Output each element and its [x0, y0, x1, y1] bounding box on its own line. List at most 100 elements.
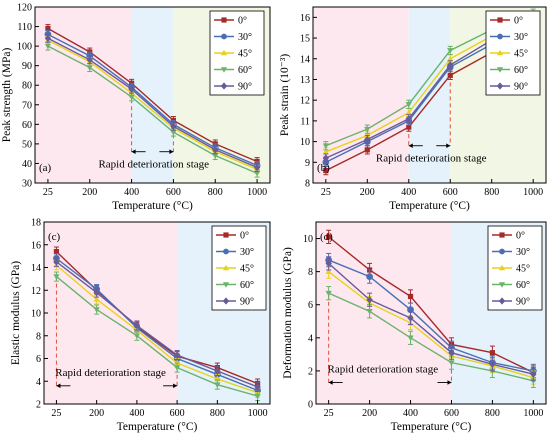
legend-marker [496, 49, 504, 56]
stage-band [316, 222, 452, 404]
x-axis-label: Temperature (°C) [391, 421, 472, 433]
y-axis-label: Deformation modulus (GPa) [282, 247, 294, 379]
y-tick-label: 8 [308, 267, 313, 278]
series-line [328, 259, 534, 372]
legend-marker [222, 264, 230, 271]
stage-annotation: Rapid deterioration stage [376, 153, 487, 165]
data-point [447, 55, 454, 62]
x-tick-label: 1000 [247, 187, 267, 198]
legend-label: 30° [516, 247, 530, 258]
y-tick-label: 14 [300, 54, 310, 65]
legend-marker [497, 33, 503, 40]
data-point [364, 147, 370, 153]
legend-label: 60° [516, 280, 530, 291]
legend-label: 60° [238, 65, 252, 76]
series-line [47, 33, 258, 167]
data-point [212, 153, 219, 159]
data-point [93, 288, 100, 297]
y-tick-label: 6 [308, 300, 313, 311]
legend-label: 0° [516, 231, 525, 242]
legend-marker [223, 232, 229, 238]
data-point [364, 135, 371, 144]
data-point [53, 274, 60, 280]
chart-panel-1: Rapid deterioration stage 25 200 400 600 800 1… [1, 3, 271, 212]
data-point [489, 360, 496, 368]
y-tick-label: 120 [17, 3, 32, 14]
stage-arrow-head [447, 380, 452, 385]
x-tick-label: 25 [43, 187, 53, 198]
chart-panel-4: Rapid deterioration stage 25 200 400 600 800 1… [282, 221, 547, 433]
legend-label: 0° [240, 231, 249, 242]
data-point [253, 163, 261, 171]
y-tick-label: 15 [300, 34, 310, 45]
y-tick-label: 0 [308, 400, 313, 411]
legend-marker [223, 248, 229, 255]
legend-label: 60° [240, 280, 254, 291]
legend-marker [499, 248, 505, 255]
data-point [407, 293, 414, 300]
legend: 0° 30° 45° 60° 90° [211, 225, 267, 311]
data-point [448, 360, 455, 366]
data-point [133, 321, 141, 330]
legend-marker [496, 67, 504, 73]
data-point [128, 85, 135, 93]
x-tick-label: 200 [89, 408, 104, 419]
y-tick-label: 30 [22, 179, 32, 190]
panel-label: (d) [320, 231, 333, 243]
legend-marker [221, 17, 227, 23]
data-point [447, 48, 454, 54]
legend-label: 45° [514, 49, 528, 60]
data-point [45, 25, 51, 32]
data-point [214, 382, 221, 388]
data-point [53, 248, 60, 255]
series-line [47, 27, 258, 163]
x-tick-label: 400 [401, 187, 416, 198]
x-axis-label: Temperature (°C) [117, 421, 198, 433]
series-line [55, 264, 258, 394]
legend-marker [498, 282, 506, 288]
data-point [407, 314, 414, 322]
legend-label: 45° [516, 264, 530, 275]
x-tick-label: 1000 [523, 187, 543, 198]
data-point [170, 122, 177, 130]
legend-marker [220, 82, 228, 90]
legend-marker [222, 282, 230, 288]
x-tick-label: 600 [444, 408, 459, 419]
legend-label: 90° [238, 82, 252, 93]
data-point [405, 109, 412, 115]
data-point [93, 307, 100, 313]
y-axis-label: Peak strength (MPa) [1, 48, 13, 143]
legend: 0° 30° 45° 60° 90° [487, 225, 543, 311]
x-tick-label: 25 [324, 408, 334, 419]
legend-marker [496, 82, 504, 90]
x-tick-label: 600 [170, 408, 185, 419]
legend-marker [497, 17, 503, 23]
y-tick-label: 8 [305, 179, 310, 190]
legend-marker [220, 49, 228, 56]
x-axis-label: Temperature (°C) [389, 200, 470, 212]
stage-arrow-head [408, 143, 413, 149]
legend-label: 30° [514, 32, 528, 43]
y-tick-label: 80 [22, 81, 32, 92]
data-point [53, 258, 60, 266]
y-axis-label: Elastic modulus (GPa) [10, 261, 22, 365]
data-point [170, 129, 177, 136]
data-point [447, 61, 454, 69]
x-tick-label: 600 [443, 187, 458, 198]
stage-arrow-head [56, 383, 61, 389]
data-point [86, 65, 93, 71]
panel-label: (a) [39, 162, 52, 174]
stage-arrow-head [169, 149, 174, 155]
series-line [56, 261, 258, 388]
x-tick-label: 200 [360, 187, 375, 198]
plot-frame [34, 6, 271, 184]
y-tick-label: 16 [300, 13, 310, 24]
data-point [214, 367, 221, 375]
data-point [212, 146, 219, 154]
y-tick-label: 12 [31, 286, 41, 297]
y-tick-label: 40 [22, 159, 32, 170]
data-point [128, 94, 135, 101]
y-tick-label: 4 [308, 333, 313, 344]
y-tick-label: 14 [31, 263, 41, 274]
stage-annotation: Rapid deterioration stage [328, 363, 439, 375]
